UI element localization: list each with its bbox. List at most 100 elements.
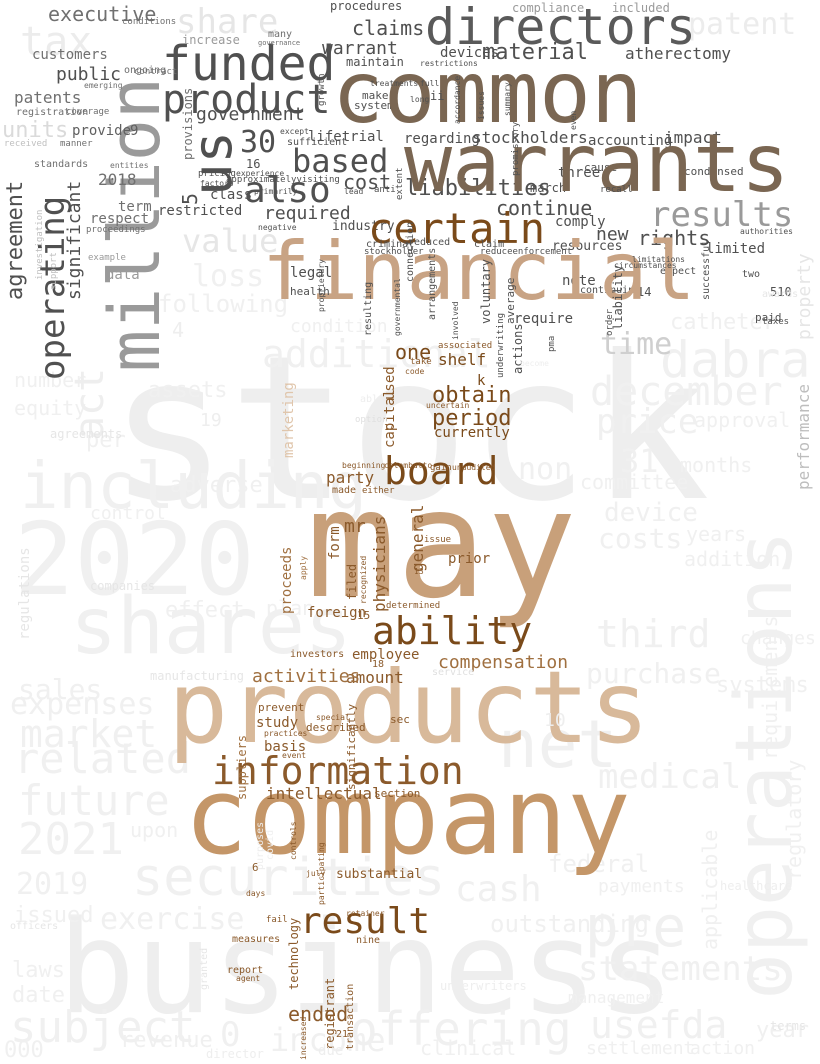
- word: effect: [165, 598, 245, 623]
- word: treatments: [370, 79, 419, 88]
- word: payments: [598, 876, 685, 897]
- word: technology: [287, 917, 301, 990]
- word: successful: [701, 239, 712, 300]
- word: year: [756, 1018, 809, 1043]
- word: even: [569, 110, 578, 130]
- word: emerging: [84, 81, 123, 90]
- word: devices: [440, 45, 500, 61]
- word: summary: [503, 82, 512, 116]
- word: patent: [688, 7, 797, 42]
- word: committee: [580, 470, 689, 494]
- word: time: [600, 327, 673, 362]
- word: changes: [740, 628, 816, 649]
- word: subject: [10, 1002, 196, 1053]
- word: may: [306, 458, 577, 632]
- word: lead: [344, 187, 364, 196]
- word: 5: [178, 192, 202, 205]
- word: agreements: [50, 427, 123, 441]
- word: approximatelyvisiting: [226, 175, 340, 185]
- word: units: [2, 118, 69, 143]
- word: third: [596, 612, 711, 656]
- word: officers: [10, 921, 59, 932]
- word: investigation: [35, 209, 45, 280]
- word: medical: [598, 757, 742, 797]
- word: laws: [12, 958, 65, 983]
- word: pricing: [198, 169, 236, 179]
- word: manner: [60, 139, 93, 149]
- word: system: [354, 99, 394, 112]
- word: per: [86, 428, 126, 453]
- word: voluntary: [479, 258, 493, 324]
- word: sales: [18, 673, 103, 706]
- word: many: [268, 29, 293, 40]
- word: sec: [390, 713, 410, 726]
- word: code: [405, 367, 425, 376]
- word: expenses: [10, 687, 155, 722]
- word: granted: [199, 947, 210, 990]
- word: settlement: [586, 1038, 695, 1059]
- word: loss: [192, 259, 265, 294]
- word: pre: [585, 895, 687, 960]
- word: 13: [414, 567, 424, 576]
- word: term: [118, 199, 152, 215]
- word: significant: [64, 180, 85, 300]
- word: 17: [384, 423, 394, 432]
- word: factors: [200, 179, 234, 188]
- word: liabilities: [405, 176, 551, 201]
- word: material: [482, 40, 588, 65]
- word: management: [568, 988, 665, 1007]
- word: terms: [770, 1019, 807, 1033]
- word: data: [106, 267, 140, 283]
- word: issued: [14, 903, 94, 928]
- word: continue: [496, 196, 593, 220]
- word: made: [332, 485, 357, 496]
- word: cost: [343, 170, 392, 194]
- word: 6: [252, 861, 259, 874]
- word: products: [168, 649, 650, 766]
- word: primarily: [254, 187, 298, 196]
- word: non: [518, 452, 573, 487]
- word: conditions: [122, 17, 177, 27]
- word: reduceenforcement: [480, 247, 573, 257]
- word: ability: [372, 609, 533, 653]
- word: either: [362, 486, 395, 496]
- word: performance: [794, 384, 813, 490]
- word: foreign: [307, 605, 367, 621]
- word: financial: [262, 225, 696, 318]
- word: support: [49, 252, 59, 290]
- word: due: [318, 1043, 344, 1059]
- word: transaction: [345, 983, 356, 1050]
- word: mr: [344, 516, 366, 537]
- word: measures: [232, 934, 281, 945]
- word: ended: [288, 1002, 349, 1026]
- word: covid: [265, 829, 276, 860]
- word: associated: [438, 341, 493, 351]
- word: maintain: [346, 55, 404, 69]
- word: resources: [552, 239, 623, 254]
- word: general: [408, 504, 427, 572]
- word: described: [306, 721, 366, 734]
- word: increased: [299, 1016, 308, 1060]
- word: 000: [4, 1038, 44, 1063]
- word: action: [690, 1038, 756, 1059]
- word: health: [290, 285, 330, 298]
- word: cause: [584, 161, 618, 174]
- word: controls: [289, 821, 298, 860]
- word: provisions: [181, 87, 195, 160]
- word: entities: [110, 161, 149, 170]
- word: directors: [425, 0, 696, 56]
- word: revenue: [120, 1028, 213, 1053]
- word: 15: [357, 609, 371, 622]
- word: received: [4, 139, 48, 149]
- word: product: [162, 77, 331, 123]
- word: 2019: [16, 867, 89, 902]
- word: dabra: [660, 331, 811, 389]
- word: days: [246, 889, 266, 898]
- word: intellectual: [266, 784, 382, 803]
- word: required: [264, 203, 351, 224]
- word: information: [212, 749, 464, 793]
- word: cash: [455, 869, 542, 910]
- word: continuing: [580, 285, 641, 296]
- word: amount: [346, 668, 404, 687]
- word: outstanding: [490, 910, 649, 938]
